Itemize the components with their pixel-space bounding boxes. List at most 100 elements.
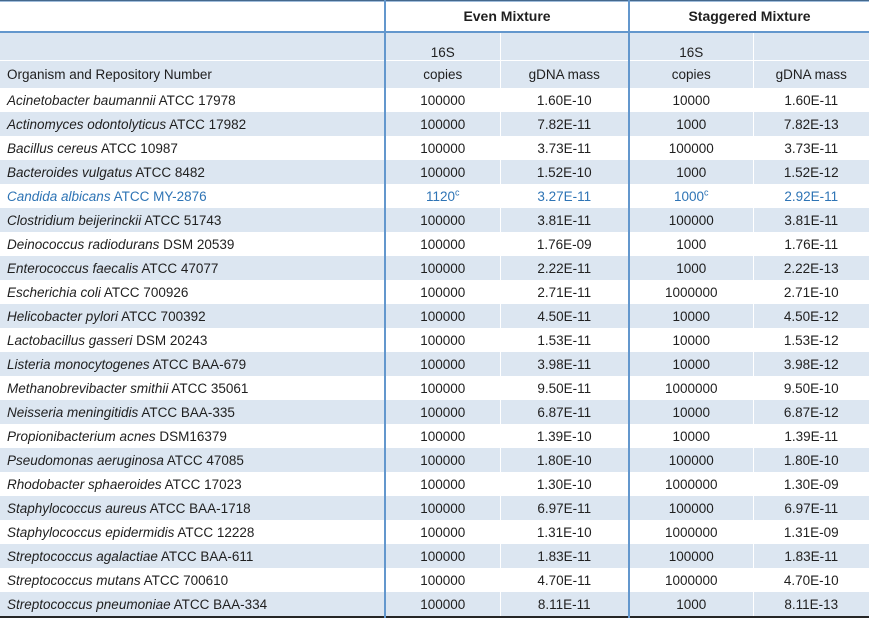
staggered-gdna-mass-cell: 1.76E-11 (752, 232, 869, 256)
staggered-16s-copies-cell: 1000 (628, 256, 754, 280)
organism-repo-number: ATCC 47077 (141, 260, 219, 276)
even-gdna-mass-cell: 3.73E-11 (499, 136, 630, 160)
even-gdna-mass-cell: 2.71E-11 (499, 280, 630, 304)
organism-repo-number: ATCC 700610 (143, 572, 229, 588)
staggered-16s-copies-cell: 100000 (628, 136, 754, 160)
staggered-16s-copies-cell: 10000 (628, 352, 754, 376)
staggered-16s-copies-cell: 1000000 (628, 568, 754, 592)
even-gdna-mass-cell: 3.27E-11 (499, 184, 630, 208)
organism-repo-number: ATCC 17978 (158, 92, 236, 108)
even-gdna-mass-cell: 7.82E-11 (499, 112, 630, 136)
even-16s-copies-cell: 100000 (384, 472, 500, 496)
staggered-16s-copies-cell: 1000000 (628, 472, 754, 496)
staggered-16s-copies-cell: 10000 (628, 88, 754, 112)
organism-cell: Methanobrevibacter smithii ATCC 35061 (0, 376, 385, 400)
organism-cell: Escherichia coli ATCC 700926 (0, 280, 385, 304)
even-16s-copies-cell: 100000 (384, 496, 500, 520)
even-16s-copies-cell: 100000 (384, 304, 500, 328)
staggered-gdna-mass-cell: 1.30E-09 (752, 472, 869, 496)
organism-cell: Neisseria meningitidis ATCC BAA-335 (0, 400, 385, 424)
organism-repo-number: ATCC BAA-1718 (149, 500, 251, 516)
table-row: Actinomyces odontolyticus ATCC 17982 100… (0, 112, 869, 136)
organism-repo-number: ATCC 17023 (164, 476, 242, 492)
corner-cell (0, 0, 385, 33)
table-row: Escherichia coli ATCC 700926 100000 2.71… (0, 280, 869, 304)
organism-species: Neisseria meningitidis (7, 404, 139, 420)
organism-species: Pseudomonas aeruginosa (7, 452, 164, 468)
even-gdna-mass-cell: 1.39E-10 (499, 424, 630, 448)
organism-repo-number: DSM16379 (159, 428, 227, 444)
organism-cell: Deinococcus radiodurans DSM 20539 (0, 232, 385, 256)
even-16s-copies-cell: 100000 (384, 160, 500, 184)
organism-cell: Staphylococcus aureus ATCC BAA-1718 (0, 496, 385, 520)
organism-cell: Staphylococcus epidermidis ATCC 12228 (0, 520, 385, 544)
organism-cell: Rhodobacter sphaeroides ATCC 17023 (0, 472, 385, 496)
staggered-16s-copies-cell: 1000000 (628, 376, 754, 400)
organism-cell: Actinomyces odontolyticus ATCC 17982 (0, 112, 385, 136)
even-16s-copies-cell: 100000 (384, 448, 500, 472)
organism-cell: Propionibacterium acnes DSM16379 (0, 424, 385, 448)
staggered-gdna-mass-cell: 8.11E-13 (752, 592, 869, 617)
organism-repo-number: ATCC 700926 (103, 284, 189, 300)
even-16s-copies-cell: 1120c (384, 184, 500, 208)
header-row-16s: 16S 16S (0, 32, 869, 61)
table-row: Pseudomonas aeruginosa ATCC 47085 100000… (0, 448, 869, 472)
staggered-16s-copies-cell: 1000000 (628, 280, 754, 304)
table-row: Bacillus cereus ATCC 10987 100000 3.73E-… (0, 136, 869, 160)
header-even-copies: copies (384, 60, 500, 88)
even-16s-copies-cell: 100000 (384, 136, 500, 160)
organism-species: Enterococcus faecalis (7, 260, 139, 276)
even-16s-copies-cell: 100000 (384, 352, 500, 376)
table-row: Streptococcus mutans ATCC 700610 100000 … (0, 568, 869, 592)
even-16s-copies-cell: 100000 (384, 280, 500, 304)
organism-species: Propionibacterium acnes (7, 428, 156, 444)
header-even-gdna-mass: gDNA mass (499, 60, 630, 88)
organism-species: Helicobacter pylori (7, 308, 119, 324)
even-gdna-mass-cell: 6.97E-11 (499, 496, 630, 520)
group-header-even-mixture: Even Mixture (383, 0, 630, 33)
organism-repo-number: ATCC 47085 (166, 452, 244, 468)
staggered-gdna-mass-cell: 3.98E-12 (752, 352, 869, 376)
staggered-gdna-mass-cell: 3.81E-11 (752, 208, 869, 232)
table-row: Neisseria meningitidis ATCC BAA-335 1000… (0, 400, 869, 424)
header-spacer (0, 32, 385, 61)
staggered-16s-copies-cell: 10000 (628, 304, 754, 328)
staggered-16s-copies-cell: 1000 (628, 112, 754, 136)
staggered-gdna-mass-cell: 2.22E-13 (752, 256, 869, 280)
even-16s-copies-cell: 100000 (384, 400, 500, 424)
header-staggered-16s: 16S (628, 32, 754, 61)
organism-cell: Enterococcus faecalis ATCC 47077 (0, 256, 385, 280)
staggered-gdna-mass-cell: 4.70E-10 (752, 568, 869, 592)
staggered-gdna-mass-cell: 3.73E-11 (752, 136, 869, 160)
staggered-gdna-mass-cell: 1.80E-10 (752, 448, 869, 472)
staggered-16s-copies-cell: 100000 (628, 448, 754, 472)
organism-cell: Pseudomonas aeruginosa ATCC 47085 (0, 448, 385, 472)
header-organism: Organism and Repository Number (0, 60, 385, 88)
staggered-16s-copies-cell: 100000 (628, 544, 754, 568)
table-row: Listeria monocytogenes ATCC BAA-679 1000… (0, 352, 869, 376)
staggered-16s-copies-cell: 1000000 (628, 520, 754, 544)
organism-species: Acinetobacter baumannii (7, 92, 156, 108)
header-staggered-gdna-mass: gDNA mass (752, 60, 869, 88)
even-gdna-mass-cell: 1.30E-10 (499, 472, 630, 496)
staggered-gdna-mass-cell: 9.50E-10 (752, 376, 869, 400)
organism-species: Listeria monocytogenes (7, 356, 150, 372)
table-row: Bacteroides vulgatus ATCC 8482 100000 1.… (0, 160, 869, 184)
even-gdna-mass-cell: 3.98E-11 (499, 352, 630, 376)
table-header: Even Mixture Staggered Mixture 16S 16S O… (0, 0, 869, 88)
header-row-sub: Organism and Repository Number copies gD… (0, 60, 869, 88)
table-row: Clostridium beijerinckii ATCC 51743 1000… (0, 208, 869, 232)
organism-species: Deinococcus radiodurans (7, 236, 160, 252)
organism-repo-number: ATCC 51743 (144, 212, 222, 228)
header-spacer (499, 32, 630, 61)
even-16s-copies-cell: 100000 (384, 112, 500, 136)
organism-species: Streptococcus mutans (7, 572, 141, 588)
staggered-gdna-mass-cell: 1.60E-11 (752, 88, 869, 112)
table-row: Propionibacterium acnes DSM16379 100000 … (0, 424, 869, 448)
even-16s-copies-cell: 100000 (384, 232, 500, 256)
organism-species: Staphylococcus aureus (7, 500, 147, 516)
organism-cell: Helicobacter pylori ATCC 700392 (0, 304, 385, 328)
staggered-16s-copies-cell: 1000 (628, 232, 754, 256)
organism-repo-number: ATCC BAA-335 (141, 404, 235, 420)
